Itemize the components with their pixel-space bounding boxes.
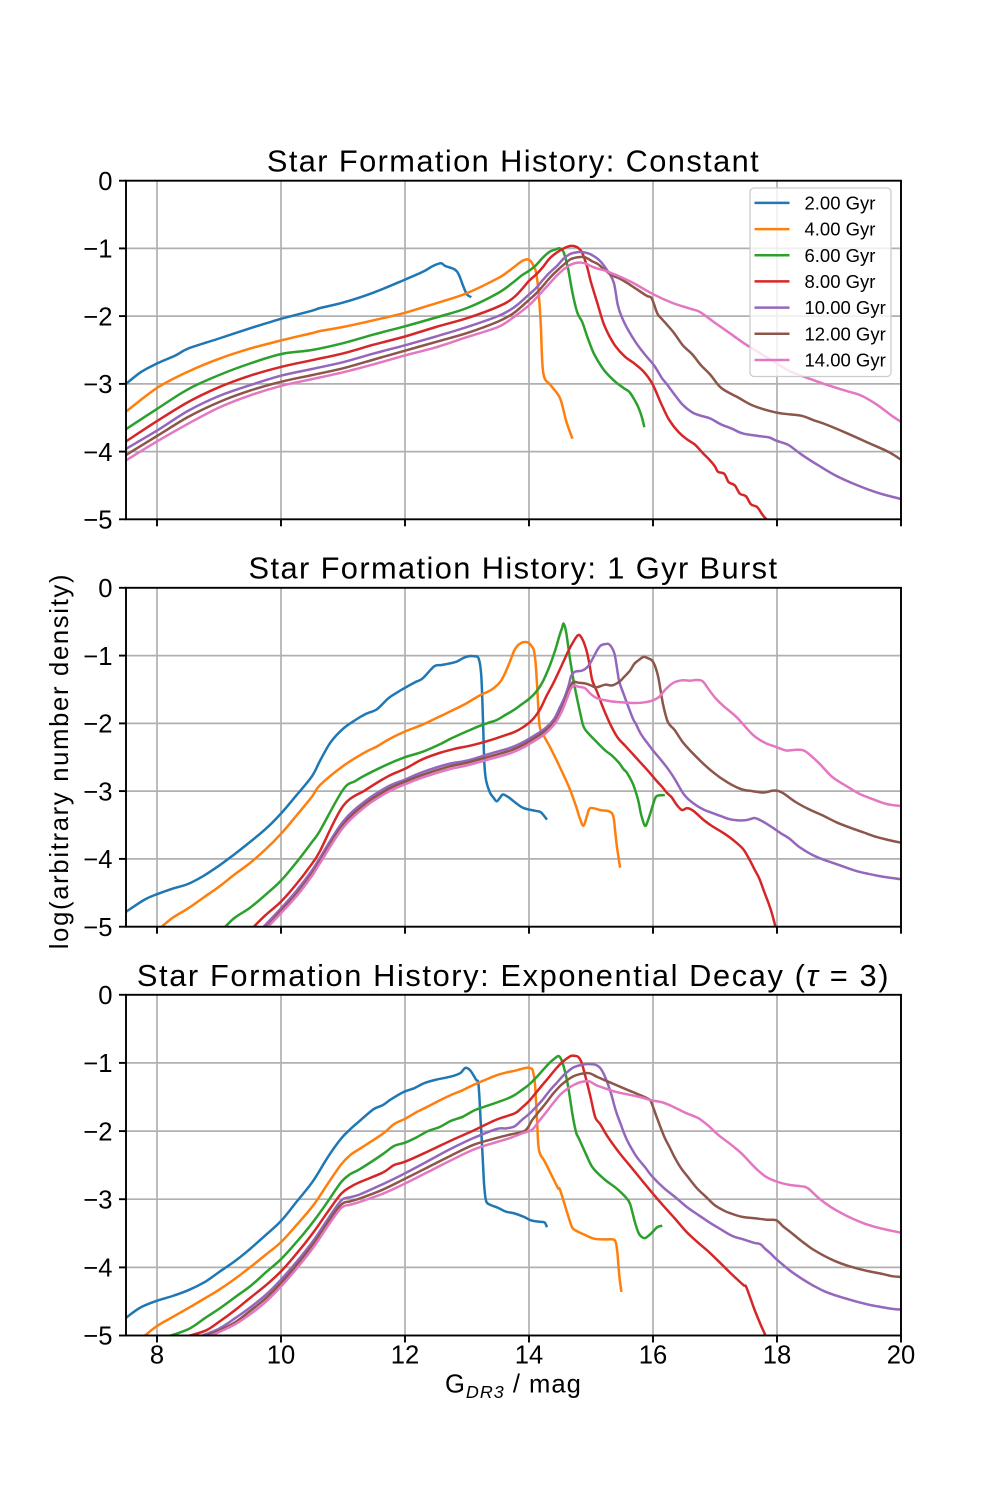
svg-text:log(arbitrary number density): log(arbitrary number density) bbox=[46, 573, 74, 949]
svg-text:−2: −2 bbox=[83, 1118, 112, 1146]
svg-text:−1: −1 bbox=[83, 236, 112, 264]
svg-text:Star Formation History: 1 Gyr: Star Formation History: 1 Gyr Burst bbox=[249, 550, 779, 585]
svg-text:−1: −1 bbox=[83, 643, 112, 671]
svg-text:−2: −2 bbox=[83, 303, 112, 331]
svg-text:−3: −3 bbox=[83, 778, 112, 806]
svg-text:−1: −1 bbox=[83, 1050, 112, 1078]
svg-text:4.00 Gyr: 4.00 Gyr bbox=[805, 219, 876, 240]
svg-text:10.00 Gyr: 10.00 Gyr bbox=[805, 297, 886, 318]
svg-text:0: 0 bbox=[98, 575, 112, 603]
svg-text:−3: −3 bbox=[83, 371, 112, 399]
svg-text:−5: −5 bbox=[83, 1323, 112, 1351]
svg-text:−3: −3 bbox=[83, 1186, 112, 1214]
svg-text:−4: −4 bbox=[83, 1255, 112, 1283]
svg-text:−4: −4 bbox=[83, 439, 112, 467]
svg-text:−2: −2 bbox=[83, 711, 112, 739]
svg-text:16: 16 bbox=[639, 1342, 667, 1370]
svg-text:12: 12 bbox=[391, 1342, 419, 1370]
svg-text:0: 0 bbox=[98, 982, 112, 1010]
svg-text:2.00 Gyr: 2.00 Gyr bbox=[805, 193, 876, 214]
svg-text:8.00 Gyr: 8.00 Gyr bbox=[805, 271, 876, 292]
svg-text:0: 0 bbox=[98, 168, 112, 196]
svg-text:GDR3 / mag: GDR3 / mag bbox=[445, 1371, 582, 1403]
svg-text:−4: −4 bbox=[83, 846, 112, 874]
svg-text:6.00 Gyr: 6.00 Gyr bbox=[805, 245, 876, 266]
svg-text:−5: −5 bbox=[83, 914, 112, 942]
svg-text:18: 18 bbox=[763, 1342, 791, 1370]
svg-text:8: 8 bbox=[150, 1342, 164, 1370]
svg-text:14.00 Gyr: 14.00 Gyr bbox=[805, 350, 886, 371]
svg-text:10: 10 bbox=[267, 1342, 295, 1370]
svg-text:12.00 Gyr: 12.00 Gyr bbox=[805, 323, 886, 344]
svg-text:14: 14 bbox=[515, 1342, 543, 1370]
svg-text:Star Formation History: Expone: Star Formation History: Exponential Deca… bbox=[137, 958, 890, 993]
svg-text:20: 20 bbox=[887, 1342, 915, 1370]
svg-text:−5: −5 bbox=[83, 507, 112, 535]
svg-text:Star Formation History: Consta: Star Formation History: Constant bbox=[267, 144, 760, 179]
